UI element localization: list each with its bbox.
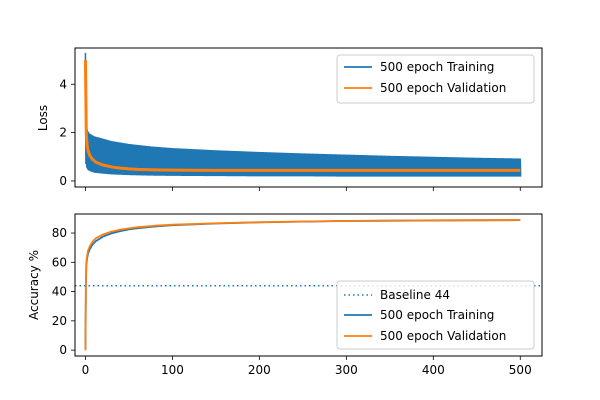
accuracy-series-500-epoch-validation-line bbox=[84, 219, 521, 351]
accuracy-x-tick-label-400: 400 bbox=[422, 363, 445, 377]
accuracy-y-tick-label-60: 60 bbox=[52, 255, 67, 269]
accuracy-legend-frame bbox=[336, 280, 535, 350]
loss-legend-validation-label: 500 epoch Validation bbox=[380, 81, 506, 95]
loss-panel: 0 2 4 Loss 500 epoch Training 500 epoch Va… bbox=[36, 47, 543, 191]
accuracy-x-tick-label-200: 200 bbox=[248, 363, 271, 377]
loss-legend: 500 epoch Training 500 epoch Validation bbox=[336, 54, 535, 104]
accuracy-legend: Baseline 44 500 epoch Training 500 epoch… bbox=[336, 280, 535, 350]
accuracy-x-tick-label-100: 100 bbox=[161, 363, 184, 377]
loss-y-tick-label-0: 0 bbox=[59, 174, 67, 188]
accuracy-y-tick-label-40: 40 bbox=[52, 285, 67, 299]
loss-axes-frame bbox=[74, 47, 543, 188]
loss-legend-frame bbox=[336, 54, 535, 104]
accuracy-legend-validation-label: 500 epoch Validation bbox=[380, 329, 506, 343]
accuracy-y-axis-label: Accuracy % bbox=[27, 250, 41, 320]
accuracy-x-tick-label-300: 300 bbox=[335, 363, 358, 377]
accuracy-panel: 0 100 200 300 400 500 0 20 40 60 80 Accuracy % Bas… bbox=[27, 213, 543, 377]
loss-y-axis-label: Loss bbox=[36, 105, 50, 131]
accuracy-y-tick-label-20: 20 bbox=[52, 314, 67, 328]
accuracy-plot-area bbox=[75, 219, 542, 351]
accuracy-legend-training-label: 500 epoch Training bbox=[380, 308, 494, 322]
loss-y-tick-label-4: 4 bbox=[59, 77, 67, 91]
loss-legend-training-label: 500 epoch Training bbox=[380, 60, 494, 74]
accuracy-axis-ticks: 0 100 200 300 400 500 0 20 40 60 80 bbox=[52, 226, 532, 377]
loss-y-tick-label-2: 2 bbox=[59, 126, 67, 140]
loss-axis-ticks: 0 2 4 bbox=[59, 77, 521, 191]
loss-series-500-epoch-validation-line bbox=[83, 60, 521, 172]
accuracy-x-tick-label-0: 0 bbox=[82, 363, 90, 377]
accuracy-axes-frame bbox=[74, 213, 543, 357]
accuracy-y-tick-label-80: 80 bbox=[52, 226, 67, 240]
loss-plot-area bbox=[83, 52, 522, 177]
accuracy-legend-baseline-label: Baseline 44 bbox=[380, 288, 450, 302]
accuracy-y-tick-label-0: 0 bbox=[59, 343, 67, 357]
accuracy-x-tick-label-500: 500 bbox=[509, 363, 532, 377]
